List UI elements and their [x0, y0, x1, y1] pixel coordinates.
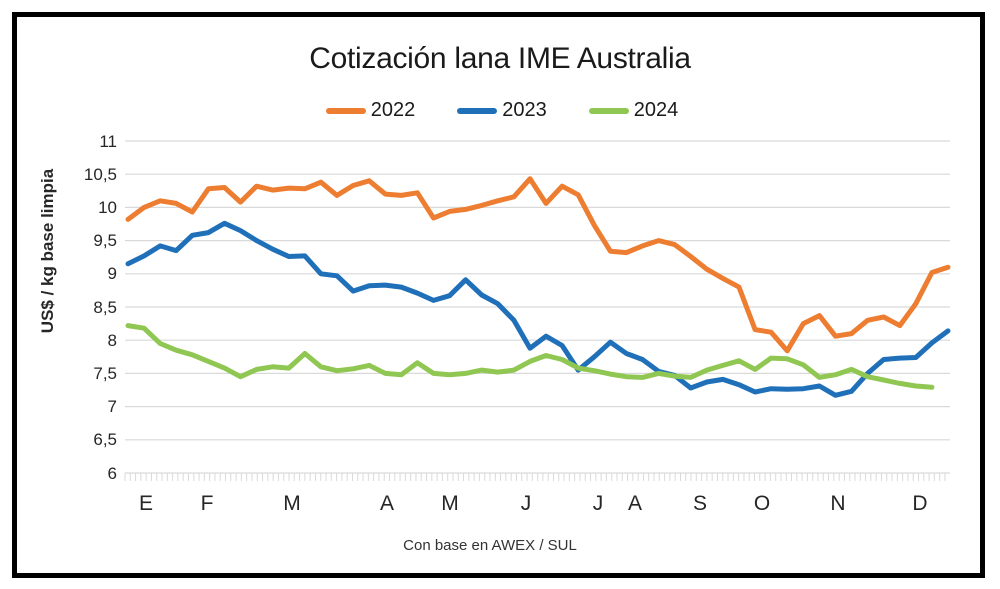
y-tick-label: 8 — [107, 330, 117, 350]
legend-item-2023: 2023 — [457, 99, 547, 122]
chart-title: Cotización lana IME Australia — [309, 42, 691, 75]
y-tick-label: 10,5 — [83, 164, 117, 184]
y-tick-label: 10 — [98, 197, 117, 217]
chart-border-frame — [12, 12, 985, 578]
y-tick-label: 11 — [99, 131, 117, 151]
legend-swatch-2023 — [457, 107, 498, 114]
series-line-2023 — [125, 220, 951, 398]
y-tick-label: 8,5 — [93, 297, 117, 317]
series-line-2022 — [125, 176, 951, 354]
y-tick-label: 9,5 — [93, 231, 117, 251]
x-month-label: F — [200, 492, 214, 515]
series-line-2024 — [125, 323, 935, 390]
y-tick-label: 6,5 — [93, 430, 117, 450]
legend-swatch-2024 — [588, 107, 629, 114]
legend-item-2022: 2022 — [325, 99, 416, 122]
x-month-label: M — [441, 492, 459, 515]
x-month-label: J — [520, 492, 532, 515]
legend-label-2023: 2023 — [502, 99, 547, 121]
chart-legend: 2022 2023 2024 — [0, 99, 1000, 122]
y-tick-label: 9 — [107, 264, 117, 284]
x-month-label: M — [283, 492, 301, 515]
x-month-label: A — [379, 492, 394, 515]
y-tick-label: 7 — [107, 397, 117, 417]
legend-label-2022: 2022 — [370, 99, 416, 121]
legend-swatch-2022 — [325, 107, 366, 114]
x-axis-footnote: Con base en AWEX / SUL — [403, 537, 577, 554]
legend-item-2024: 2024 — [588, 99, 679, 122]
y-tick-label: 7,5 — [93, 363, 117, 383]
x-month-label: N — [830, 492, 846, 515]
x-month-label: O — [753, 492, 771, 515]
x-month-label: A — [627, 492, 642, 515]
x-month-label: E — [138, 492, 153, 515]
x-month-label: S — [692, 492, 707, 515]
x-month-label: J — [592, 492, 604, 515]
legend-label-2024: 2024 — [633, 99, 679, 121]
y-tick-label: 6 — [107, 463, 117, 483]
x-month-label: D — [912, 492, 928, 515]
